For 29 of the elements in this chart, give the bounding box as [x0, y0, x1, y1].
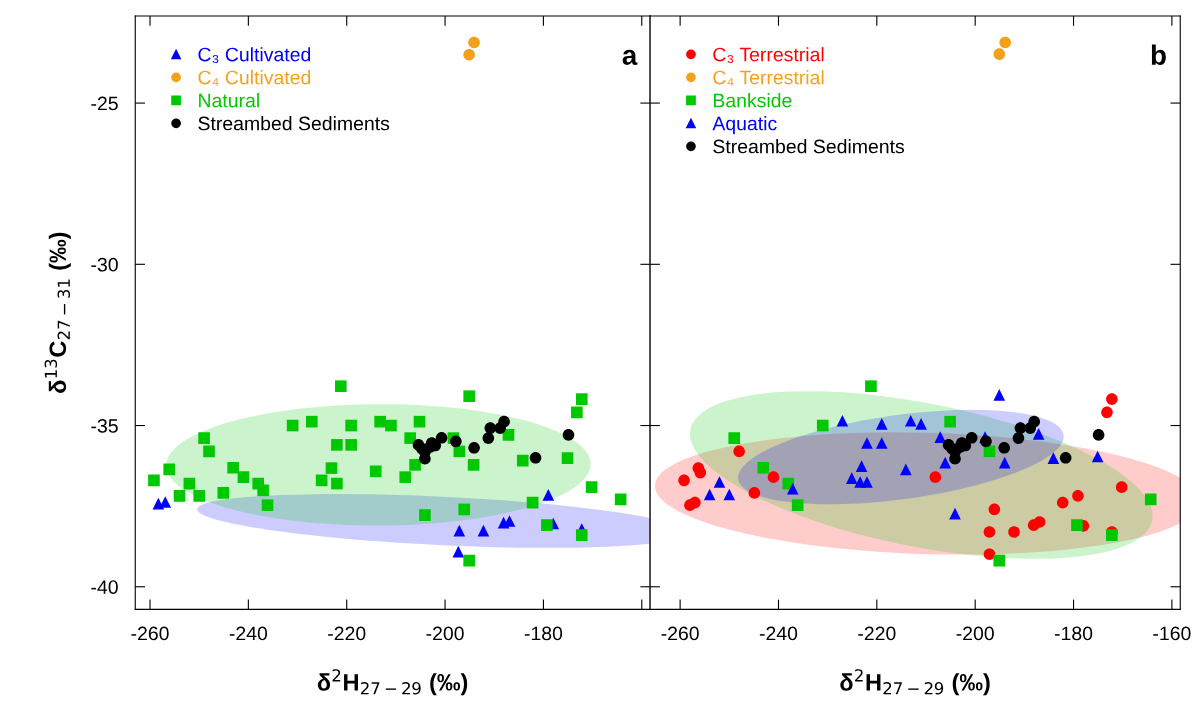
text: b [1151, 44, 1166, 66]
legend-label: C₄ Terrestrial [713, 70, 824, 86]
x-tick-label: -260 [661, 626, 699, 641]
x-tick-label: -240 [759, 626, 798, 641]
legend-label: Streambed Sediments [198, 116, 390, 131]
x-tick-label: -200 [956, 626, 994, 641]
legend-label: Aquatic [712, 116, 777, 135]
x-tick-label: -180 [1054, 626, 1093, 641]
text: a [622, 49, 638, 66]
x-tick-label: -200 [426, 626, 464, 641]
legend-label: Bankside [713, 93, 792, 108]
y-tick-label: -35 [91, 419, 118, 433]
x-tick-label: -180 [524, 626, 563, 641]
legend-label: C₄ Cultivated [198, 70, 311, 86]
legend-label: C₃ Terrestrial [713, 47, 824, 63]
legend-label: Natural [199, 93, 259, 108]
y-tick-label: -30 [91, 257, 118, 272]
y-tick-label: -25 [91, 96, 118, 111]
x-tick-label: -240 [229, 626, 268, 641]
x-tick-label: -220 [858, 626, 896, 641]
legend-label: Streambed Sediments [713, 139, 905, 154]
legend-label: C₃ Cultivated [198, 47, 311, 63]
x-axis-title: δ$^{2}$H$_{27−29}$ (‰) [840, 669, 990, 696]
x-tick-label: -260 [131, 626, 169, 641]
y-tick-label: -40 [91, 580, 118, 594]
x-tick-label: -220 [328, 626, 366, 641]
x-tick-label: -160 [1153, 626, 1191, 641]
x-axis-title: δ$^{2}$H$_{27−29}$ (‰) [317, 669, 468, 696]
y-axis-title: δ$^{13}$C$_{27−31}$ (‰) [44, 232, 71, 393]
